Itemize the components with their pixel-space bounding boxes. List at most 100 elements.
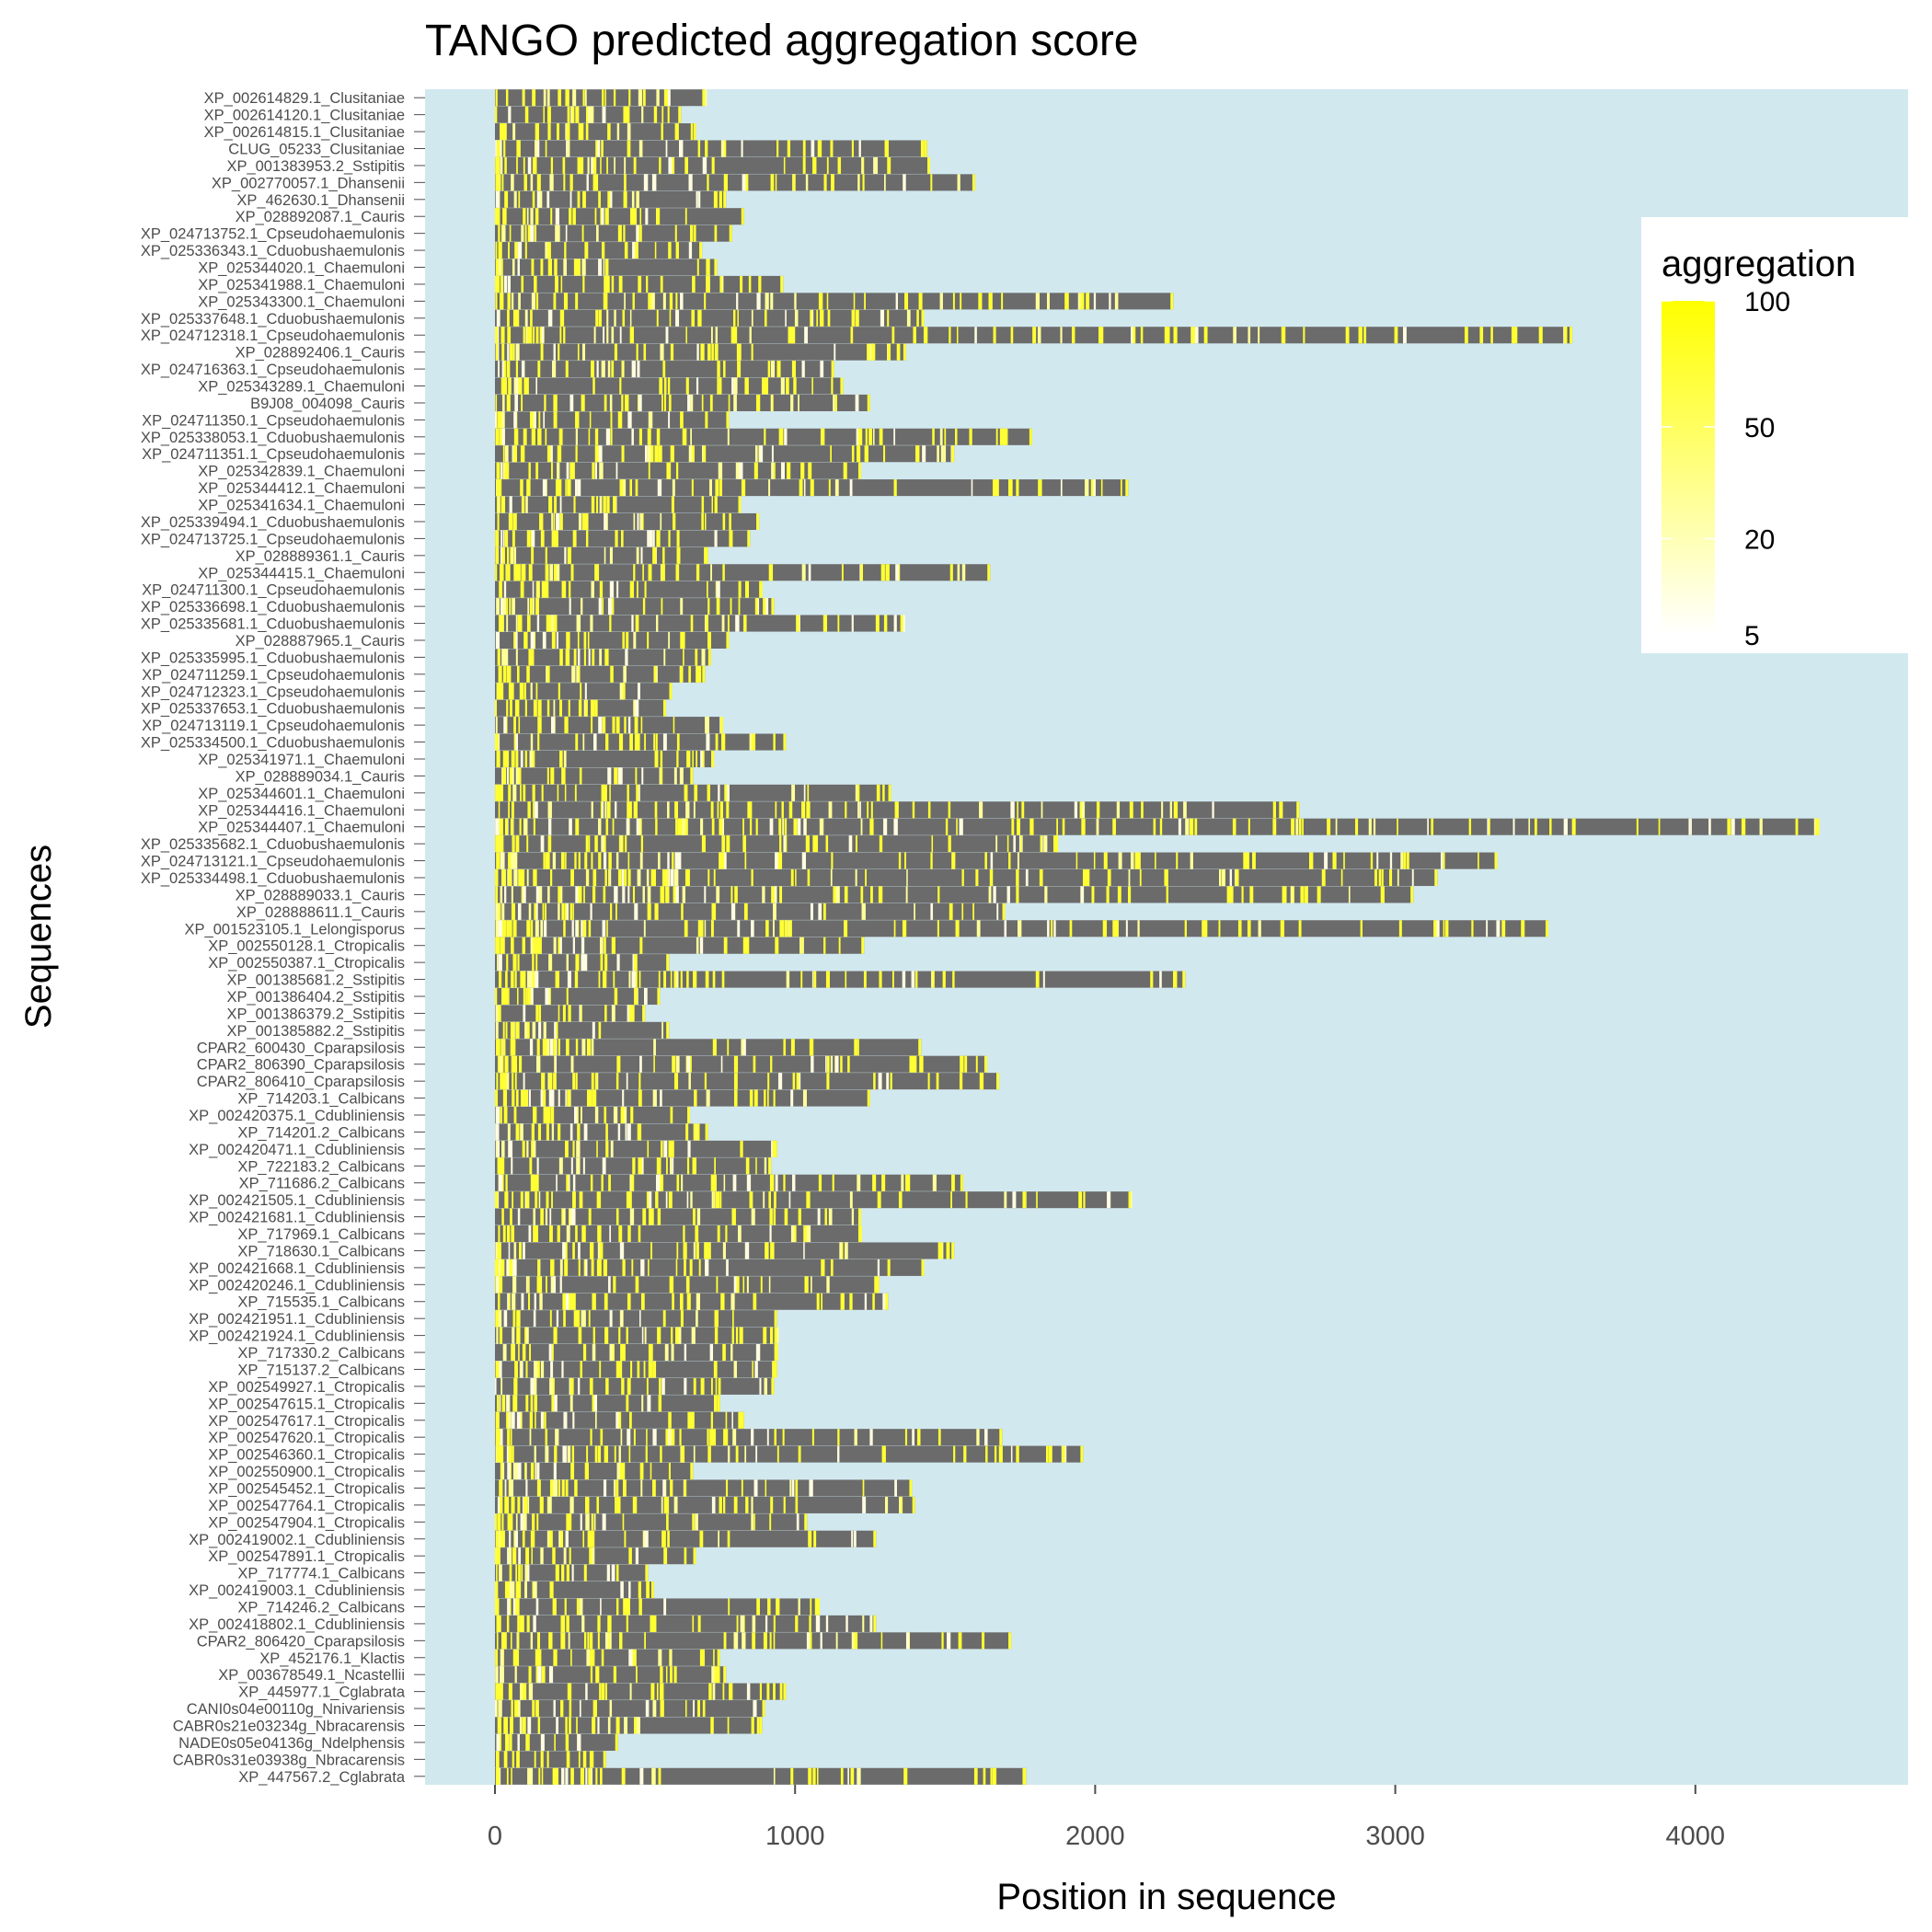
aggregation-stripe — [629, 1683, 632, 1700]
aggregation-stripe — [700, 343, 705, 361]
aggregation-stripe — [652, 1089, 657, 1107]
aggregation-stripe — [674, 224, 677, 242]
aggregation-stripe — [756, 598, 760, 615]
aggregation-stripe — [685, 327, 687, 344]
aggregation-stripe — [707, 174, 709, 191]
aggregation-stripe — [529, 1429, 532, 1446]
aggregation-stripe — [495, 174, 500, 191]
aggregation-stripe — [745, 1157, 750, 1175]
sequence-bar — [495, 818, 1819, 835]
aggregation-stripe — [693, 123, 696, 141]
y-tick-label: XP_002547891.1_Ctropicalis — [208, 1548, 405, 1565]
aggregation-stripe — [575, 1225, 578, 1243]
aggregation-stripe — [517, 242, 523, 259]
aggregation-stripe — [786, 377, 789, 395]
aggregation-stripe — [788, 920, 792, 937]
aggregation-stripe — [1166, 886, 1168, 903]
aggregation-stripe — [530, 1395, 534, 1412]
aggregation-stripe — [920, 140, 925, 157]
aggregation-stripe — [608, 852, 612, 869]
aggregation-stripe — [512, 1089, 515, 1107]
aggregation-stripe — [592, 886, 596, 903]
sequence-row — [495, 546, 708, 564]
aggregation-stripe — [661, 123, 663, 141]
aggregation-stripe — [498, 801, 500, 819]
aggregation-stripe — [615, 1717, 620, 1734]
aggregation-stripe — [604, 89, 606, 107]
aggregation-stripe — [655, 1191, 659, 1209]
aggregation-stripe — [737, 920, 741, 937]
sequence-row — [495, 1615, 877, 1632]
aggregation-stripe — [540, 343, 544, 361]
aggregation-stripe — [512, 1055, 518, 1073]
aggregation-stripe — [505, 1021, 508, 1039]
aggregation-stripe — [1190, 818, 1194, 835]
aggregation-stripe — [779, 835, 782, 853]
aggregation-stripe — [719, 190, 723, 208]
aggregation-stripe — [638, 394, 642, 411]
aggregation-stripe — [1249, 886, 1254, 903]
aggregation-stripe — [547, 123, 551, 141]
aggregation-stripe — [576, 1310, 580, 1328]
aggregation-stripe — [496, 275, 500, 293]
aggregation-stripe — [608, 1174, 611, 1191]
aggregation-stripe — [584, 512, 589, 530]
aggregation-stripe — [661, 1021, 663, 1039]
aggregation-stripe — [702, 156, 707, 174]
aggregation-stripe — [507, 1293, 511, 1310]
aggregation-stripe — [570, 1649, 572, 1666]
y-tick-label: XP_001383953.2_Sstipitis — [226, 158, 405, 175]
aggregation-stripe — [508, 1513, 511, 1531]
aggregation-stripe — [499, 1479, 503, 1497]
aggregation-stripe — [682, 818, 686, 835]
aggregation-stripe — [673, 1666, 677, 1684]
aggregation-stripe — [595, 309, 599, 327]
aggregation-stripe — [509, 1259, 513, 1276]
sequence-bar — [495, 496, 742, 513]
aggregation-stripe — [567, 1683, 572, 1700]
aggregation-stripe — [672, 1055, 675, 1073]
aggregation-stripe — [1380, 886, 1385, 903]
aggregation-stripe — [624, 242, 628, 259]
aggregation-stripe — [749, 801, 753, 819]
aggregation-stripe — [753, 1089, 758, 1107]
aggregation-stripe — [516, 140, 521, 157]
aggregation-stripe — [500, 546, 502, 564]
aggregation-stripe — [503, 1310, 508, 1328]
sequence-bar — [495, 1683, 787, 1700]
aggregation-stripe — [546, 699, 550, 717]
aggregation-stripe — [1133, 327, 1136, 344]
aggregation-stripe — [881, 1445, 886, 1463]
aggregation-stripe — [686, 868, 690, 887]
aggregation-stripe — [524, 1581, 527, 1599]
aggregation-stripe — [741, 1411, 744, 1429]
aggregation-stripe — [722, 1496, 726, 1513]
aggregation-stripe — [601, 140, 604, 157]
aggregation-stripe — [502, 1021, 505, 1039]
aggregation-stripe — [546, 665, 549, 683]
aggregation-stripe — [512, 1445, 514, 1463]
aggregation-stripe — [913, 971, 915, 988]
aggregation-stripe — [834, 343, 836, 361]
aggregation-stripe — [495, 1513, 497, 1531]
aggregation-stripe — [500, 1377, 503, 1395]
aggregation-stripe — [563, 293, 569, 310]
aggregation-stripe — [538, 937, 542, 954]
aggregation-stripe — [893, 920, 896, 937]
aggregation-stripe — [673, 767, 677, 785]
aggregation-stripe — [570, 1767, 574, 1785]
aggregation-stripe — [519, 1361, 523, 1378]
aggregation-stripe — [547, 1073, 550, 1090]
aggregation-stripe — [658, 445, 662, 463]
aggregation-stripe — [599, 937, 604, 954]
aggregation-stripe — [1321, 868, 1326, 887]
aggregation-stripe — [748, 275, 752, 293]
aggregation-stripe — [650, 1581, 654, 1599]
aggregation-stripe — [588, 649, 591, 666]
aggregation-stripe — [532, 784, 535, 801]
aggregation-stripe — [833, 394, 835, 411]
aggregation-stripe — [901, 1174, 904, 1191]
aggregation-stripe — [692, 1513, 695, 1531]
aggregation-stripe — [651, 1767, 656, 1785]
aggregation-stripe — [1444, 920, 1449, 937]
